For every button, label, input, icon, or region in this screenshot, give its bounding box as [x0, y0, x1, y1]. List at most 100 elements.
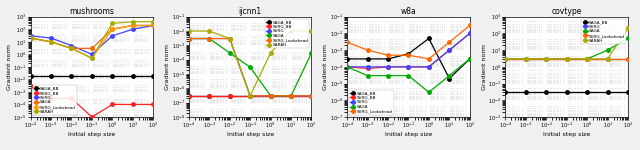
SAGA: [522, 58, 530, 60]
Line: SVRG_Lookahead: SVRG_Lookahead: [504, 57, 630, 61]
SVRG: [364, 66, 371, 68]
SVRG_BB: [185, 95, 193, 97]
Line: SVRG_BB: SVRG_BB: [187, 94, 313, 98]
SVRG_BB: [308, 95, 316, 97]
SVRG_BB: [445, 49, 453, 51]
Line: SVRG_Lookahead: SVRG_Lookahead: [29, 24, 155, 60]
SVRG: [287, 95, 295, 97]
SAGA: [364, 75, 371, 76]
SVRG: [109, 35, 116, 37]
SAGA: [246, 66, 254, 68]
SVRG: [129, 28, 136, 30]
SARAH: [88, 57, 96, 59]
SVRG: [542, 58, 550, 60]
SAGA: [205, 38, 213, 39]
SAGA_BB: [246, 95, 254, 97]
Line: SVRG: SVRG: [346, 32, 472, 69]
SAGA_BB: [267, 95, 275, 97]
SVRG: [404, 66, 412, 68]
SVRG: [425, 66, 433, 68]
SAGA_BB: [542, 91, 550, 93]
SAGA_BB: [502, 91, 509, 93]
Title: covtype: covtype: [552, 7, 582, 16]
Line: SVRG_Lookahead: SVRG_Lookahead: [346, 24, 472, 61]
SVRG: [246, 95, 254, 97]
Y-axis label: Gradient norm: Gradient norm: [7, 44, 12, 90]
SAGA: [624, 38, 632, 39]
SVRG_Lookahead: [364, 49, 371, 51]
SVRG: [604, 58, 611, 60]
SAGA_BB: [404, 53, 412, 55]
SAGA: [68, 47, 76, 49]
SAGA: [404, 75, 412, 76]
SAGA_BB: [364, 58, 371, 60]
SVRG_Lookahead: [563, 58, 570, 60]
SVRG: [205, 38, 213, 39]
Y-axis label: Gradient norm: Gradient norm: [165, 44, 170, 90]
SVRG_BB: [47, 98, 55, 99]
X-axis label: Initial step size: Initial step size: [385, 132, 432, 137]
SVRG: [502, 58, 509, 60]
SAGA_BB: [522, 91, 530, 93]
SVRG_Lookahead: [466, 25, 474, 26]
SVRG_BB: [27, 85, 35, 87]
SAGA_BB: [343, 58, 351, 60]
SARAH: [47, 41, 55, 43]
Line: SAGA_BB: SAGA_BB: [187, 94, 313, 98]
SVRG: [343, 66, 351, 68]
SVRG: [624, 58, 632, 60]
SVRG_Lookahead: [522, 58, 530, 60]
SVRG_Lookahead: [308, 95, 316, 97]
SARAH: [308, 30, 316, 32]
SARAH: [287, 30, 295, 32]
Title: w8a: w8a: [401, 7, 416, 16]
SARAH: [185, 30, 193, 32]
SVRG_Lookahead: [27, 37, 35, 39]
SVRG_Lookahead: [343, 41, 351, 43]
SAGA_BB: [205, 95, 213, 97]
SVRG_BB: [149, 103, 157, 105]
Legend: SAGA_BB, SVRG_BB, SVRG, SAGA, SVRG_Lookahead, SARAH: SAGA_BB, SVRG_BB, SVRG, SAGA, SVRG_Looka…: [33, 85, 77, 115]
SVRG_BB: [425, 66, 433, 68]
Legend: SAGA_BB, SVRG, SAGA, SVRG_Lookahead, SARAH: SAGA_BB, SVRG, SAGA, SVRG_Lookahead, SAR…: [581, 19, 626, 44]
SVRG: [88, 53, 96, 55]
Line: SAGA: SAGA: [29, 24, 155, 50]
SVRG_Lookahead: [205, 38, 213, 39]
SVRG_BB: [109, 103, 116, 105]
X-axis label: Initial step size: Initial step size: [68, 132, 115, 137]
SAGA_BB: [624, 91, 632, 93]
SVRG_BB: [68, 98, 76, 99]
SVRG: [185, 38, 193, 39]
Y-axis label: Gradient norm: Gradient norm: [482, 44, 487, 90]
SAGA: [542, 58, 550, 60]
Line: SVRG: SVRG: [504, 57, 630, 61]
Legend: SAGA_BB, SVRG_BB, SVRG, SAGA, SVRG_Lookahead: SAGA_BB, SVRG_BB, SVRG, SAGA, SVRG_Looka…: [349, 90, 394, 115]
SVRG_BB: [287, 95, 295, 97]
SVRG_Lookahead: [88, 57, 96, 59]
SAGA_BB: [308, 95, 316, 97]
SARAH: [109, 22, 116, 24]
SAGA: [226, 52, 234, 54]
SAGA_BB: [226, 95, 234, 97]
SVRG_Lookahead: [267, 95, 275, 97]
SVRG: [267, 95, 275, 97]
SAGA: [425, 91, 433, 93]
SAGA_BB: [466, 58, 474, 60]
SVRG_BB: [343, 66, 351, 68]
SARAH: [502, 58, 509, 60]
Title: ijcnn1: ijcnn1: [239, 7, 262, 16]
SARAH: [542, 58, 550, 60]
Legend: SAGA_BB, SVRG_BB, SVRG, SAGA, SVRG_Lookahead, SARAH: SAGA_BB, SVRG_BB, SVRG, SAGA, SVRG_Looka…: [265, 19, 309, 48]
Line: SARAH: SARAH: [187, 29, 313, 98]
SAGA: [466, 58, 474, 60]
SAGA: [129, 25, 136, 26]
SARAH: [563, 58, 570, 60]
SARAH: [149, 21, 157, 23]
Line: SAGA: SAGA: [346, 57, 472, 94]
SARAH: [27, 37, 35, 39]
SAGA_BB: [149, 75, 157, 76]
SAGA: [343, 66, 351, 68]
SAGA_BB: [27, 75, 35, 76]
SARAH: [624, 27, 632, 29]
Line: SVRG_Lookahead: SVRG_Lookahead: [187, 37, 313, 98]
